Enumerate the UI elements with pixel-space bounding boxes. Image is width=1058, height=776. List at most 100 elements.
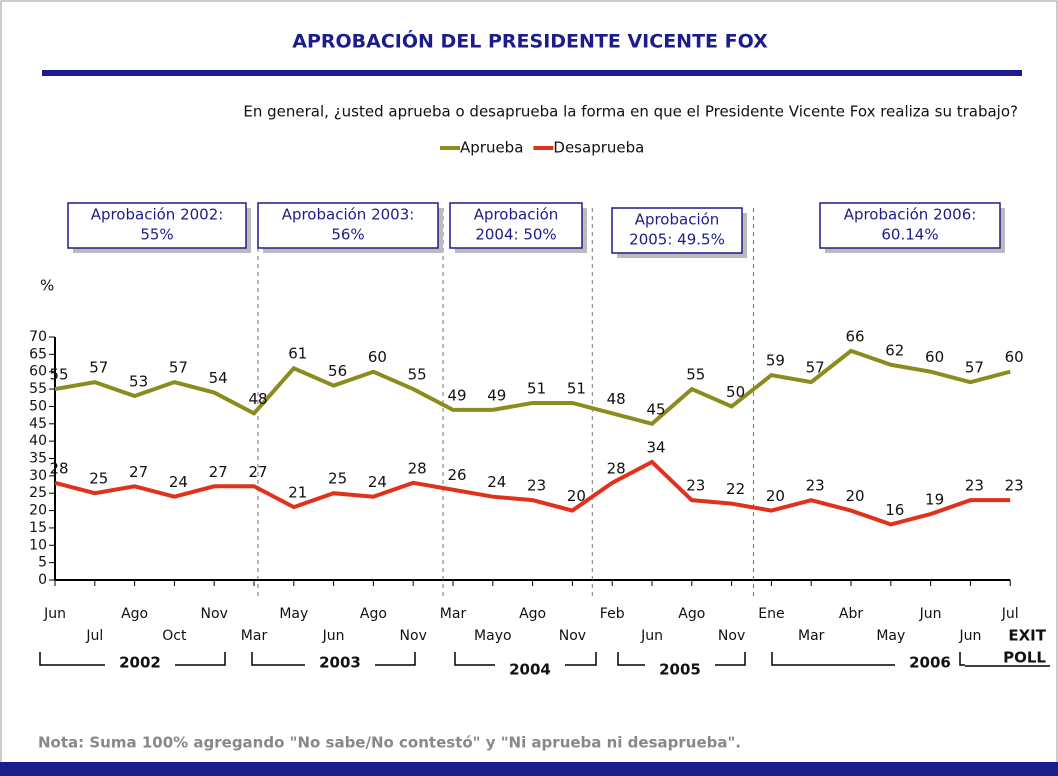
legend-label: Aprueba — [460, 139, 523, 157]
data-label: 27 — [248, 463, 267, 481]
exit-poll-label: POLL — [1003, 649, 1046, 667]
data-label: 21 — [288, 484, 307, 502]
data-label: 27 — [209, 463, 228, 481]
data-label: 20 — [766, 487, 785, 505]
data-label: 24 — [487, 473, 506, 491]
y-tick-label: 25 — [29, 485, 47, 501]
data-label: 60 — [1005, 348, 1024, 366]
data-label: 60 — [925, 348, 944, 366]
y-tick-label: 35 — [29, 451, 47, 467]
x-tick-label: Jul — [85, 628, 103, 644]
annotation-text: 60.14% — [881, 226, 938, 244]
x-tick-label: Nov — [400, 628, 427, 644]
data-label: 16 — [885, 501, 904, 519]
data-label: 22 — [726, 480, 745, 498]
y-tick-label: 45 — [29, 416, 47, 432]
year-bracket — [617, 652, 746, 666]
data-label: 28 — [49, 459, 68, 477]
annotation-box — [611, 207, 743, 254]
data-label: 59 — [766, 352, 785, 370]
x-tick-label: Abr — [839, 606, 863, 622]
subtitle: En general, ¿usted aprueba o desaprueba … — [243, 103, 1018, 121]
data-label: 53 — [129, 373, 148, 391]
data-label: 25 — [89, 470, 108, 488]
data-label: 23 — [965, 477, 984, 495]
y-tick-label: 30 — [29, 468, 47, 484]
y-tick-label: 70 — [29, 329, 47, 345]
annotation-text: 55% — [140, 226, 173, 244]
annotation-box — [449, 202, 583, 249]
annotation-text: Aprobación 2002: — [91, 206, 224, 224]
x-tick-label: Jul — [1001, 606, 1019, 622]
annotation-text: Aprobación 2003: — [282, 206, 415, 224]
annotation-text: 2004: 50% — [475, 226, 556, 244]
y-tick-label: 10 — [29, 537, 47, 553]
data-label: 62 — [885, 341, 904, 359]
data-label: 26 — [447, 466, 466, 484]
data-label: 19 — [925, 491, 944, 509]
y-tick-label: 65 — [29, 346, 47, 362]
x-tick-label: Jun — [640, 628, 663, 644]
x-tick-label: Mar — [241, 628, 268, 644]
year-label: 2005 — [659, 661, 701, 679]
data-label: 61 — [288, 345, 307, 363]
x-tick-label: Mar — [798, 628, 825, 644]
y-tick-label: 5 — [38, 555, 47, 571]
data-label: 24 — [169, 473, 188, 491]
annotation-box — [257, 202, 439, 249]
data-label: 23 — [527, 477, 546, 495]
y-tick-label: 55 — [29, 381, 47, 397]
data-label: 57 — [965, 359, 984, 377]
note: Nota: Suma 100% agregando "No sabe/No co… — [38, 734, 741, 752]
data-label: 56 — [328, 362, 347, 380]
x-tick-label: Mayo — [474, 628, 512, 644]
data-label: 28 — [607, 459, 626, 477]
data-label: 55 — [408, 366, 427, 384]
exit-poll-label: EXIT — [1008, 627, 1046, 645]
data-label: 51 — [527, 379, 546, 397]
data-label: 57 — [169, 359, 188, 377]
annotation-text: Aprobación — [635, 211, 720, 229]
data-label: 20 — [845, 487, 864, 505]
data-label: 57 — [89, 359, 108, 377]
year-label: 2004 — [509, 661, 551, 679]
data-label: 24 — [368, 473, 387, 491]
y-tick-label: 15 — [29, 520, 47, 536]
annotation-text: 56% — [331, 226, 364, 244]
x-tick-label: Ene — [758, 606, 784, 622]
x-tick-label: Jun — [43, 606, 66, 622]
x-tick-label: Mar — [440, 606, 467, 622]
data-label: 55 — [49, 366, 68, 384]
data-label: 54 — [209, 369, 228, 387]
annotation-text: 2005: 49.5% — [629, 231, 725, 249]
data-label: 66 — [845, 327, 864, 345]
x-tick-label: Ago — [121, 606, 148, 622]
data-label: 51 — [567, 379, 586, 397]
data-label: 49 — [447, 386, 466, 404]
data-label: 57 — [806, 359, 825, 377]
data-label: 23 — [1005, 477, 1024, 495]
x-tick-label: Feb — [600, 606, 625, 622]
chart-title: APROBACIÓN DEL PRESIDENTE VICENTE FOX — [292, 29, 768, 53]
x-tick-label: Nov — [201, 606, 228, 622]
data-label: 34 — [646, 438, 665, 456]
year-bracket — [771, 652, 965, 666]
data-label: 45 — [646, 400, 665, 418]
y-tick-label: 0 — [38, 572, 47, 588]
year-bracket — [251, 652, 416, 666]
x-tick-label: Ago — [678, 606, 705, 622]
x-tick-label: Jun — [958, 628, 981, 644]
y-tick-label: 20 — [29, 503, 47, 519]
annotation-box — [819, 202, 1001, 249]
year-label: 2006 — [909, 654, 951, 672]
data-label: 27 — [129, 463, 148, 481]
x-tick-label: Nov — [718, 628, 745, 644]
x-tick-label: Nov — [559, 628, 586, 644]
year-bracket — [39, 652, 226, 666]
footer-bar — [0, 762, 1058, 776]
data-label: 23 — [686, 477, 705, 495]
annotation-box — [67, 202, 247, 249]
data-label: 60 — [368, 348, 387, 366]
